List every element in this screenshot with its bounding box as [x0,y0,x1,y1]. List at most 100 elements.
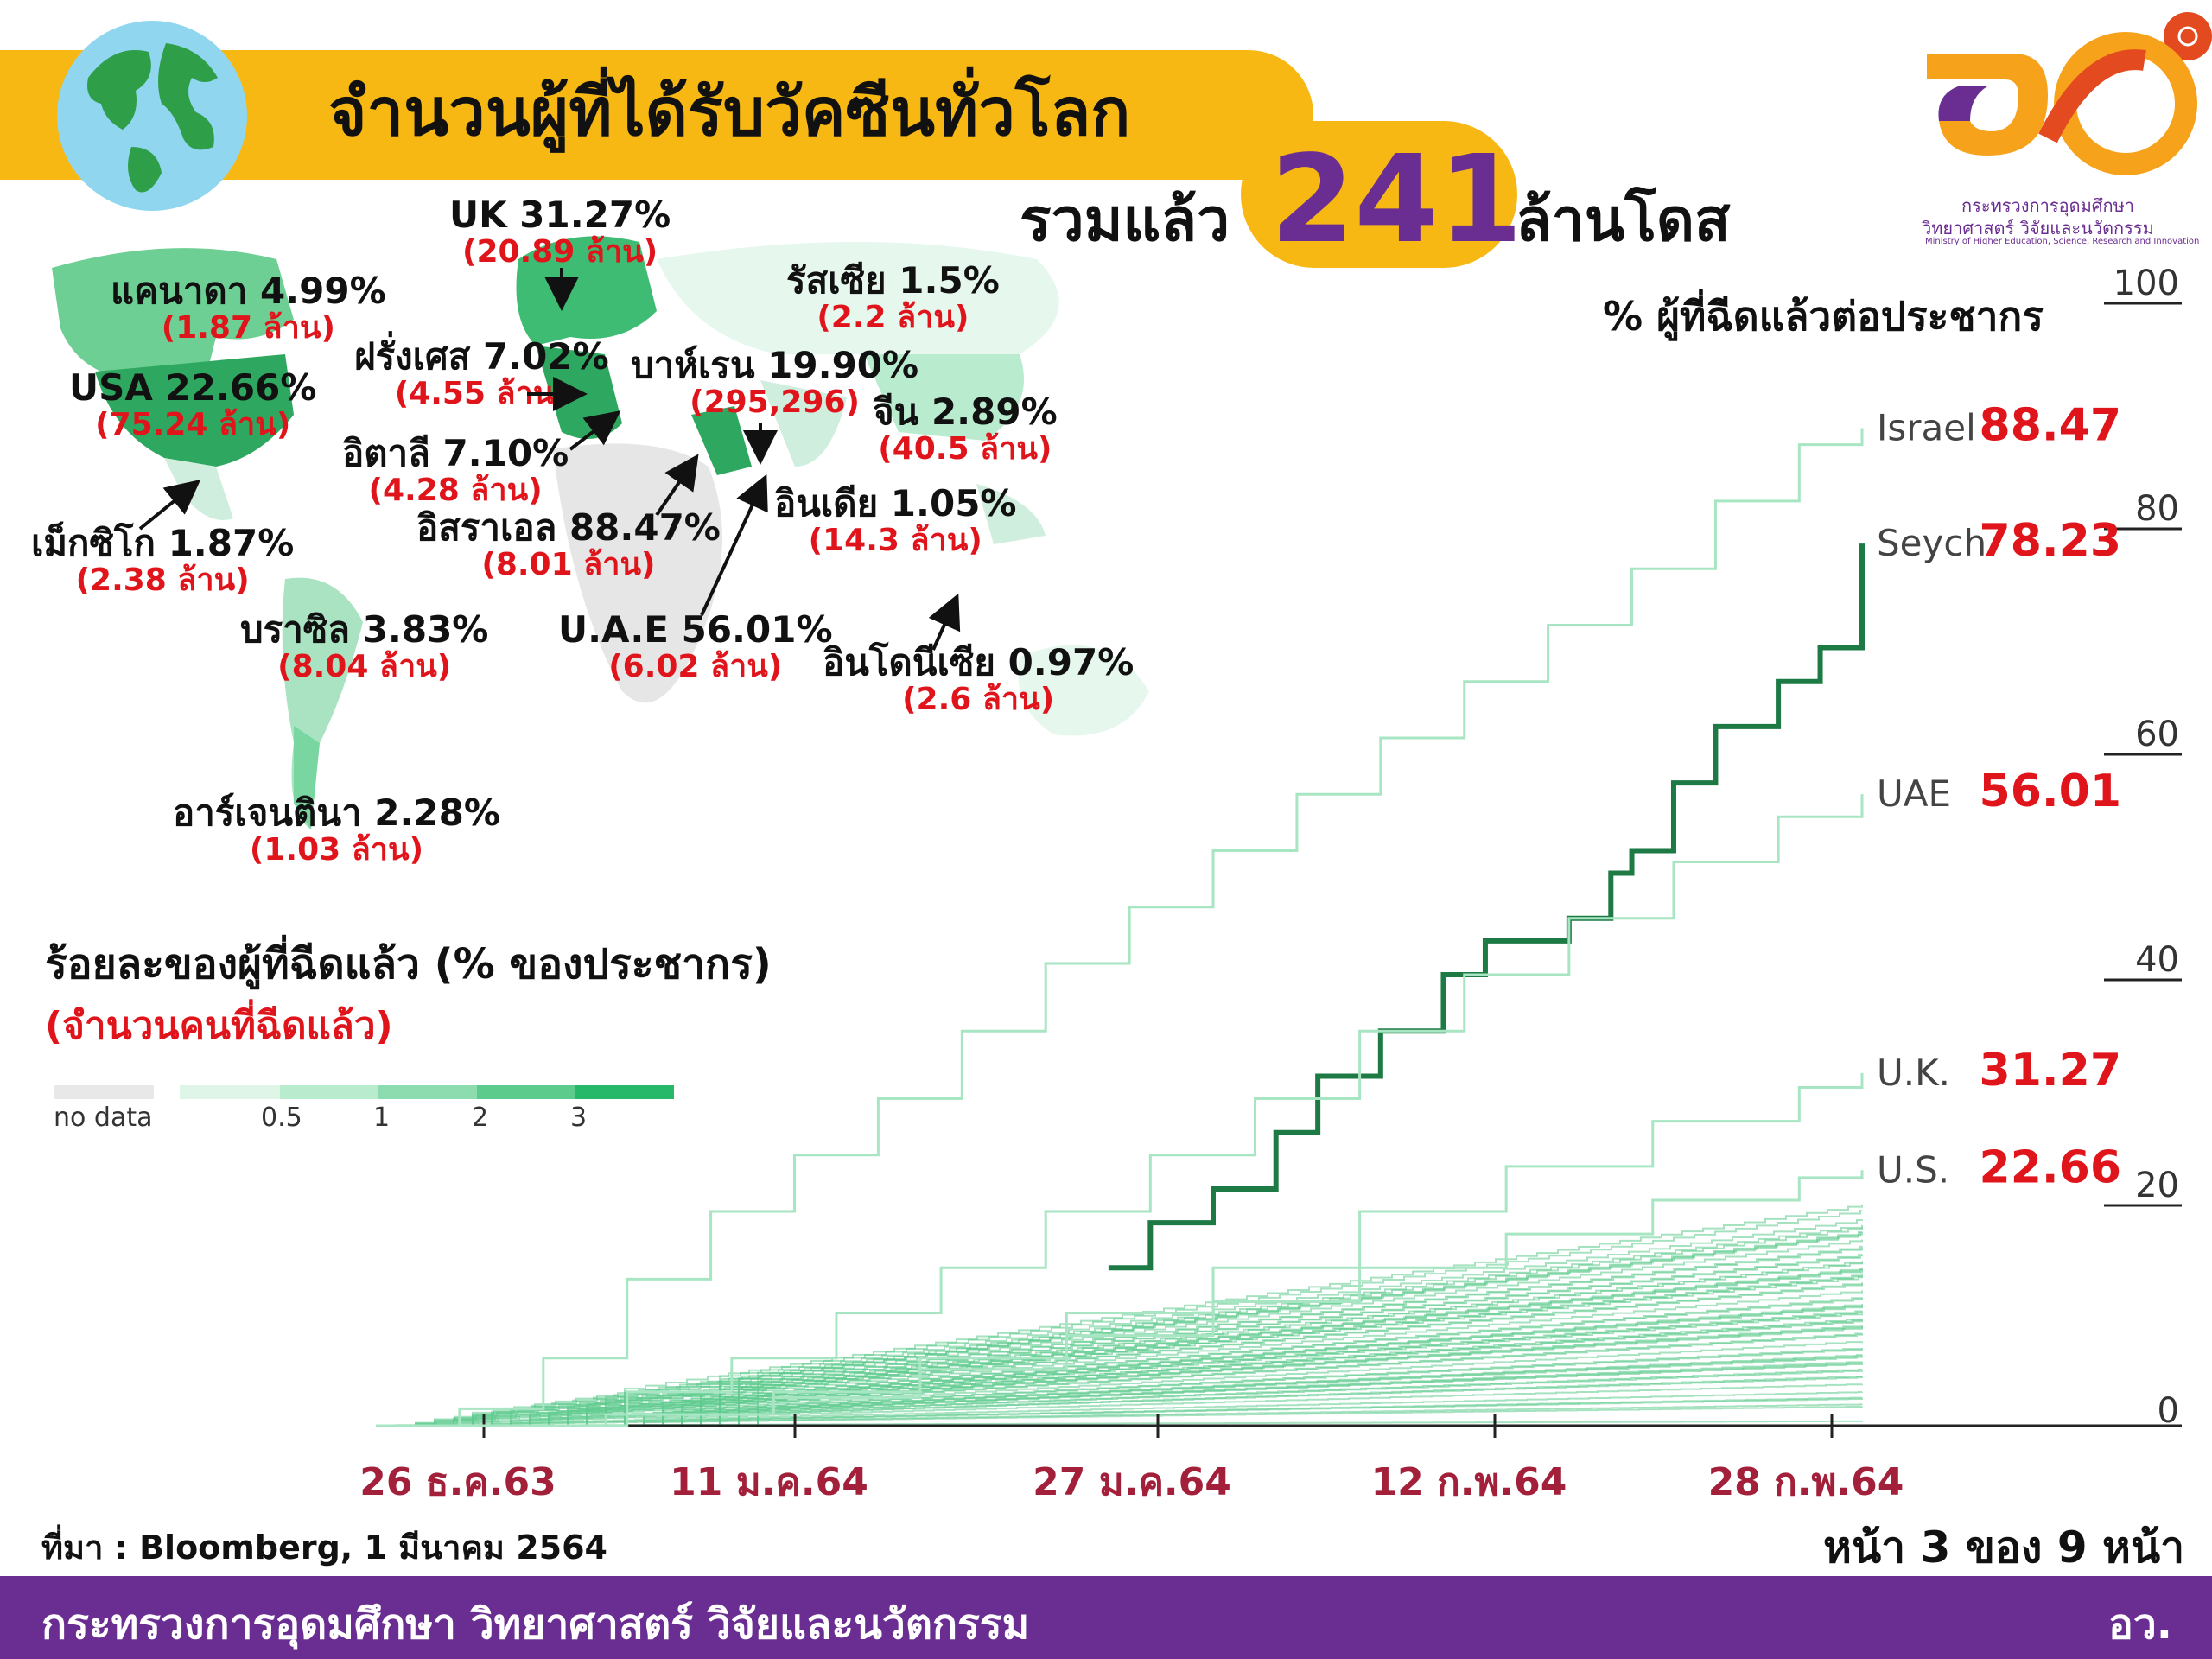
series-line-israel [376,428,1864,1427]
y-tick-label: 20 [2135,1166,2179,1205]
x-tick-label: 12 ก.พ.64 [1371,1460,1567,1504]
map-label-uae: U.A.E 56.01% (6.02 ล้าน) [558,608,833,685]
country-line [490,1390,1863,1427]
map-label-argentina: อาร์เจนตินา 2.28% (1.03 ล้าน) [173,791,500,868]
country-line [604,1205,1863,1427]
map-label-russia: รัสเซีย 1.5% (2.2 ล้าน) [786,259,1000,336]
map-label-brazil: บราซิล 3.83% (8.04 ล้าน) [240,608,489,685]
country-line [661,1347,1863,1427]
legend-swatch-4 [575,1085,674,1099]
total-badge [1241,121,1517,268]
logo-text-line3: Ministry of Higher Education, Science, R… [1925,237,2200,246]
country-line [661,1325,1863,1427]
country-line [433,1282,1863,1427]
series-name-label: U.K. [1877,1052,1950,1094]
country-line [471,1403,1863,1427]
series-value-label: 88.47 [1980,399,2121,451]
series-name-label: Seych. [1877,522,1998,564]
map-label-bahrain: บาห์เรน 19.90% (295,296) [631,344,919,421]
country-line [699,1232,1863,1427]
x-tick-label: 26 ธ.ค.63 [359,1460,556,1504]
page-number: หน้า 3 ของ 9 หน้า [1823,1522,2185,1573]
series-value-label: 31.27 [1980,1045,2121,1096]
world-map [52,236,1149,830]
series-name-label: U.S. [1877,1148,1949,1191]
series-line-us [376,1170,1864,1427]
x-tick-label: 11 ม.ค.64 [670,1460,868,1504]
logo-text-line1: กระทรวงการอุดมศึกษา [1961,195,2134,216]
legend-tick-label: 1 [373,1103,391,1133]
country-line [623,1361,1863,1427]
logo-text-line2: วิทยาศาสตร์ วิจัยและนวัตกรรม [1922,218,2154,238]
series-name-label: Israel [1877,406,1976,448]
country-line [680,1313,1863,1427]
series-value-label: 78.23 [1980,515,2121,567]
legend-swatch-2 [378,1085,477,1099]
series-value-label: 56.01 [1980,766,2121,817]
legend-tick-label: 0.5 [261,1103,302,1133]
x-tick-label: 28 ก.พ.64 [1708,1460,1904,1504]
country-line [414,1261,1863,1427]
footer-bar [0,1576,2212,1659]
country-line [585,1239,1863,1427]
legend-swatch-3 [477,1085,575,1099]
page-title: จำนวนผู้ที่ได้รับวัคซีนทั่วโลก [328,73,1131,150]
legend-tick-label: 3 [570,1103,588,1133]
legend-tick-label: 2 [472,1103,489,1133]
y-tick-label: 40 [2135,940,2179,980]
series-line-uae [522,794,1864,1427]
y-tick-label: 0 [2158,1391,2179,1431]
map-label-uk: UK 31.27% (20.89 ล้าน) [449,194,671,270]
country-line [452,1224,1863,1427]
country-line [680,1290,1863,1427]
country-line [490,1368,1863,1427]
chart-axes: 0 20 40 60 80 100 26 ธ.ค.63 11 ม.ค.64 27 ม.ค.64 1… [359,264,2182,1504]
country-line [718,1231,1863,1427]
ministry-logo [1927,12,2212,175]
legend-swatch-1 [280,1085,378,1099]
globe-icon [57,21,247,211]
country-line [395,1341,1863,1427]
total-dose-number: 241 [1270,130,1523,270]
y-tick-label: 100 [2113,264,2179,303]
country-line [718,1254,1863,1427]
total-prefix: รวมแล้ว [1020,187,1230,255]
legend-swatch-nodata [54,1085,154,1099]
country-line [528,1310,1863,1427]
series-line-seych [1108,543,1865,1271]
source-note: ที่มา : Bloomberg, 1 มีนาคม 2564 [41,1529,607,1567]
map-label-indonesia: อินโดนีเซีย 0.97% (2.6 ล้าน) [823,641,1135,718]
map-label-usa: USA 22.66% (75.24 ล้าน) [69,366,317,443]
series-value-label: 22.66 [1980,1141,2121,1193]
country-line [680,1268,1863,1427]
chart-series [376,428,1865,1427]
legend-swatch-0 [180,1085,280,1099]
country-line [623,1383,1863,1427]
map-label-italy: อิตาลี 7.10% (4.28 ล้าน) [342,432,569,509]
map-label-india: อินเดีย 1.05% (14.3 ล้าน) [774,482,1017,559]
chart-labels: Israel 88.47 Seych.78.23 UAE 56.01 U.K. 31.27 U… [1877,399,2121,1193]
chart-y-axis-label: % ผู้ที่ฉีดแล้วต่อประชากร [1603,293,2044,340]
map-label-mexico: เม็กซิโก 1.87% (2.38 ล้าน) [31,522,295,599]
country-line [395,1319,1863,1427]
footer-ministry: กระทรวงการอุดมศึกษา วิทยาศาสตร์ วิจัยและ… [41,1600,1030,1649]
country-line [737,1354,1863,1427]
map-legend-title: ร้อยละของผู้ที่ฉีดแล้ว (% ของประชากร) [45,940,772,988]
y-tick-label: 60 [2135,715,2179,754]
y-tick-label: 80 [2135,489,2179,529]
country-line [528,1332,1863,1427]
total-suffix: ล้านโดส [1516,187,1731,255]
country-line [566,1274,1863,1427]
country-line [699,1255,1863,1427]
map-label-canada: แคนาดา 4.99% (1.87 ล้าน) [111,270,386,346]
series-name-label: UAE [1877,772,1951,815]
legend-label-nodata: no data [54,1103,153,1133]
map-legend-subtitle: (จำนวนคนที่ฉีดแล้ว) [45,1004,393,1048]
country-line [642,1304,1863,1427]
country-line [585,1396,1863,1427]
footer-abbreviation: อว. [2108,1600,2173,1649]
x-tick-label: 27 ม.ค.64 [1033,1460,1231,1504]
country-line [737,1219,1863,1427]
country-line [471,1245,1863,1427]
